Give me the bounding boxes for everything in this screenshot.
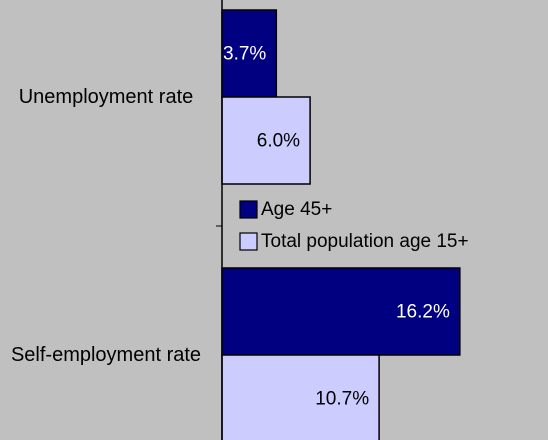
bar [221,96,311,185]
category-label: Self-employment rate [10,344,202,366]
bar [221,354,380,440]
category-label: Unemployment rate [18,86,194,108]
bar [221,9,278,98]
legend-label: Total population age 15+ [261,231,469,252]
legend-box [234,189,534,259]
value-label: 16.2% [396,302,450,323]
legend-swatch [239,200,258,219]
value-label: 6.0% [257,131,300,152]
value-label: 10.7% [315,389,369,410]
legend-swatch [239,232,258,251]
value-label: 3.7% [223,44,266,65]
legend-label: Age 45+ [261,199,332,220]
